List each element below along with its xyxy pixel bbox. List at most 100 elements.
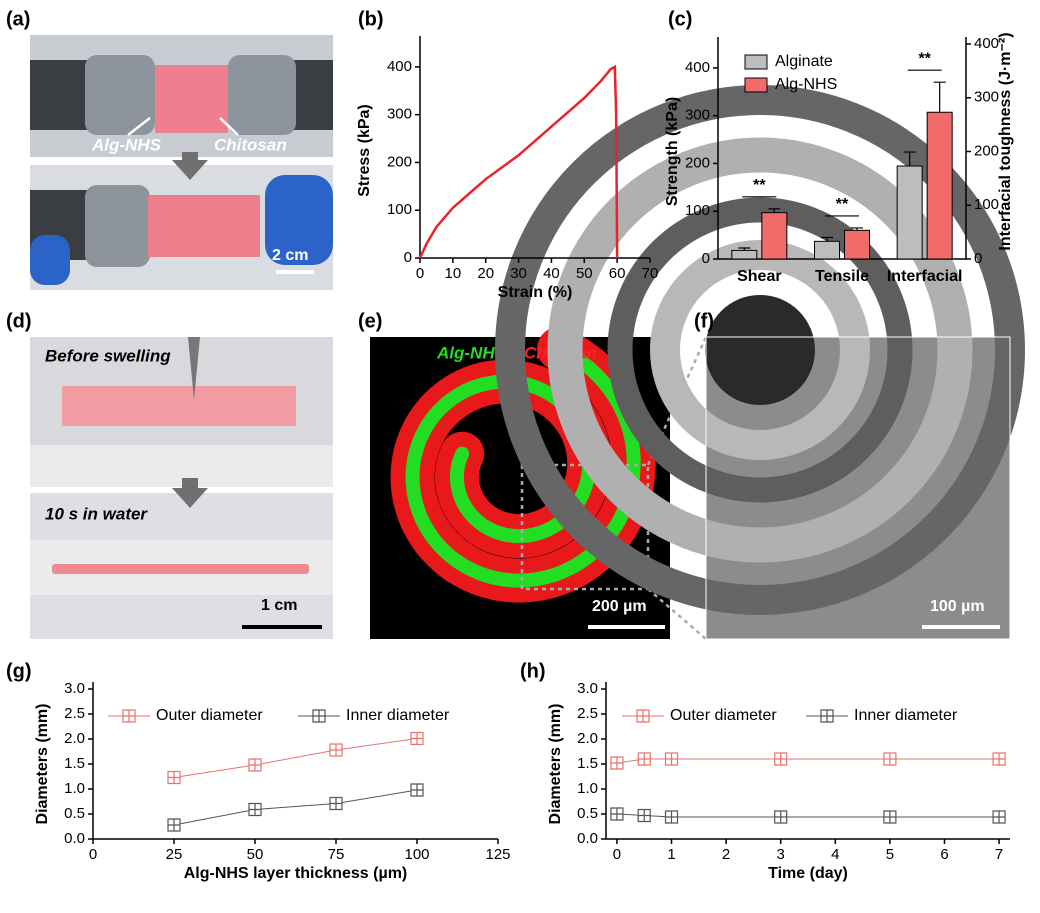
marker — [992, 810, 1006, 824]
y2-tick-label: 100 — [974, 196, 999, 213]
label-before: Before swelling — [45, 346, 171, 365]
marker — [248, 802, 262, 817]
y-tick-label: 3.0 — [577, 680, 598, 697]
bar — [761, 212, 788, 260]
y-tick-label: 1.0 — [64, 780, 85, 797]
error-bar — [903, 151, 916, 167]
marker — [167, 770, 181, 785]
y-tick-label: 3.0 — [64, 680, 85, 697]
error-bar — [738, 247, 751, 251]
marker — [167, 818, 181, 832]
y-tick-label: 300 — [387, 106, 412, 123]
x-axis-label: Alg-NHS layer thickness (µm) — [184, 865, 408, 882]
y-tick-label: 1.0 — [577, 780, 598, 797]
x-tick-label: 4 — [831, 846, 839, 863]
legend-swatch — [744, 77, 768, 93]
panel-label: (e) — [358, 310, 382, 332]
x-axis-label: Strain (%) — [498, 284, 573, 301]
series-line — [173, 738, 418, 778]
y-tick-label: 100 — [387, 201, 412, 218]
significance: ** — [753, 177, 766, 194]
bar — [844, 229, 870, 260]
x-tick-label: 60 — [609, 265, 626, 282]
x-tick-label: Shear — [737, 268, 781, 285]
x-tick-label: 75 — [328, 846, 345, 863]
y2-tick-label: 0 — [974, 250, 982, 267]
y-tick-label: 400 — [387, 58, 412, 75]
error-bar — [821, 236, 833, 242]
series-line — [418, 64, 619, 259]
y2-tick-label: 400 — [974, 35, 999, 52]
y-tick-label: 200 — [685, 154, 710, 171]
panel-label: (c) — [668, 8, 692, 30]
legend-marker — [312, 709, 326, 723]
y-tick-label: 0.5 — [577, 805, 598, 822]
photo-a — [30, 35, 333, 290]
label-alg-nhs: Alg-NHS — [436, 343, 507, 362]
y-tick-label: 1.5 — [64, 755, 85, 772]
y-tick-label: 300 — [685, 107, 710, 124]
marker — [329, 743, 343, 757]
legend-label: Outer diameter — [670, 707, 777, 724]
image-f — [495, 85, 1025, 640]
x-tick-label: 50 — [576, 265, 593, 282]
x-tick-label: 40 — [543, 265, 560, 282]
y2-tick-label: 200 — [974, 142, 999, 159]
error-bar — [851, 227, 863, 231]
marker — [410, 783, 424, 797]
y2-tick-label: 300 — [974, 89, 999, 106]
legend-label: Outer diameter — [156, 707, 263, 724]
photo-d — [30, 337, 333, 639]
series-line — [173, 789, 418, 826]
significance: ** — [918, 50, 931, 67]
y2-axis-label: Interfacial toughness (J·m⁻²) — [997, 32, 1014, 250]
y-tick-label: 0.0 — [64, 830, 85, 847]
x-tick-label: Tensile — [815, 268, 869, 285]
x-tick-label: 0 — [89, 846, 97, 863]
panel-label: (b) — [358, 8, 384, 30]
bar — [896, 165, 923, 260]
marker — [410, 731, 424, 746]
panel-label: (h) — [520, 660, 546, 682]
legend-label: Alg-NHS — [775, 76, 837, 93]
y-axis-label: Stress (kPa) — [356, 104, 373, 197]
x-tick-label: 25 — [166, 846, 183, 863]
y-tick-label: 2.5 — [64, 705, 85, 722]
x-tick-label: 100 — [404, 846, 429, 863]
label-chitosan: Chitosan — [214, 135, 287, 154]
legend-marker — [636, 709, 650, 723]
marker — [637, 752, 651, 766]
y-tick-label: 0 — [404, 249, 412, 266]
marker — [664, 752, 679, 766]
error-bar — [933, 81, 946, 113]
y-axis-label: Diameters (mm) — [547, 704, 564, 825]
bar — [731, 249, 758, 260]
label-alg-nhs: Alg-NHS — [91, 135, 162, 154]
panel-label: (d) — [6, 310, 32, 332]
x-tick-label: 30 — [510, 265, 527, 282]
y-tick-label: 1.5 — [577, 755, 598, 772]
x-tick-label: 10 — [445, 265, 462, 282]
scale-bar-label: 2 cm — [272, 247, 308, 264]
legend-marker — [820, 709, 834, 723]
bar — [814, 240, 840, 260]
bar — [926, 111, 953, 260]
marker — [992, 752, 1006, 766]
significance: ** — [836, 196, 849, 213]
x-tick-label: 5 — [886, 846, 894, 863]
marker — [248, 758, 262, 772]
x-tick-label: 1 — [667, 846, 675, 863]
x-tick-label: 125 — [485, 846, 510, 863]
x-tick-label: 2 — [722, 846, 730, 863]
x-tick-label: 7 — [995, 846, 1003, 863]
panel-label: (f) — [694, 310, 714, 332]
y-axis-label: Strength (kPa) — [664, 97, 681, 206]
legend-marker — [122, 709, 136, 723]
y-tick-label: 2.5 — [577, 705, 598, 722]
legend-label: Inner diameter — [854, 707, 958, 724]
x-tick-label: 0 — [613, 846, 621, 863]
x-tick-label: 6 — [940, 846, 948, 863]
marker — [610, 756, 624, 770]
marker — [664, 810, 679, 824]
x-axis-label: Time (day) — [768, 865, 848, 882]
